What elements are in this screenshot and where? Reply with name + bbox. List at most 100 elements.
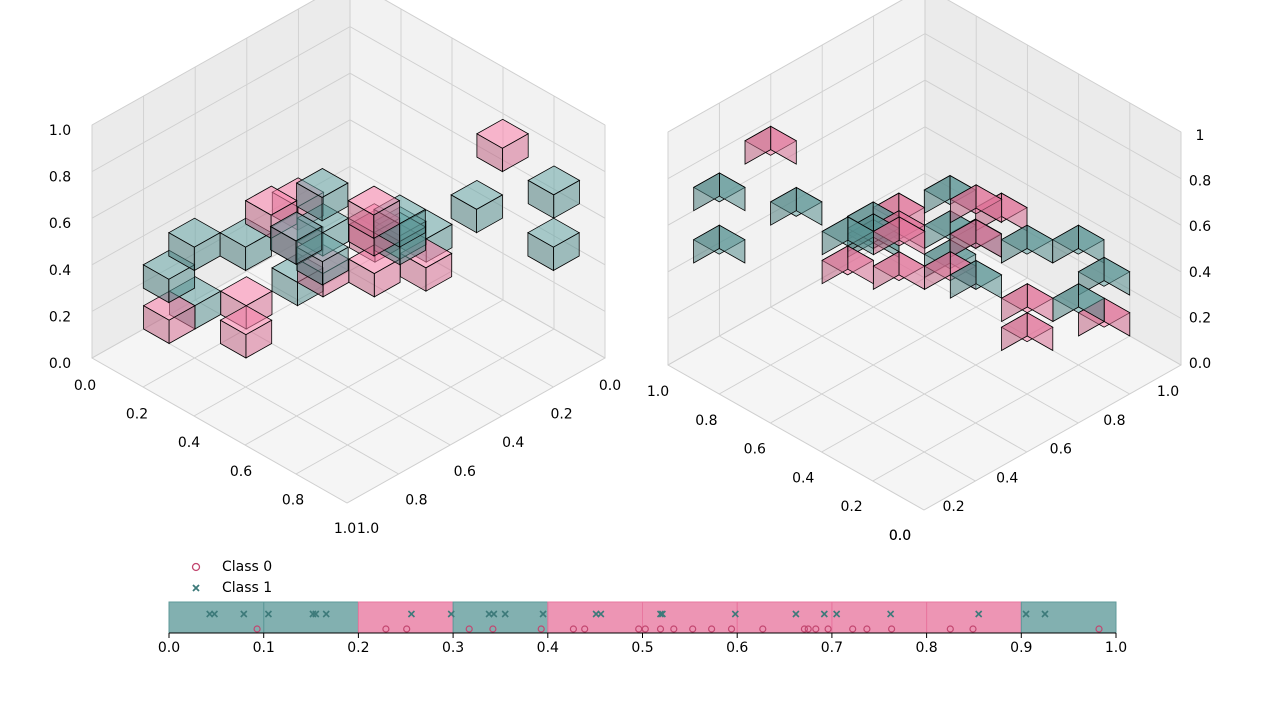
x-tick-label: 0.6	[726, 640, 748, 656]
class0-point	[1095, 625, 1103, 633]
grid-line	[349, 166, 606, 312]
x-tick-label: 0.8	[915, 640, 937, 656]
class0-point	[581, 625, 589, 633]
strip-bin	[357, 601, 454, 634]
voxel-cube	[1077, 256, 1131, 296]
class0-point	[849, 625, 857, 633]
class1-point	[539, 610, 547, 618]
voxel-face	[245, 199, 272, 240]
grid-line	[244, 299, 504, 446]
strip-bin	[452, 601, 549, 634]
class1-point	[501, 610, 509, 618]
voxel-cube	[450, 179, 504, 234]
voxel-face	[1001, 283, 1028, 323]
class1-point	[490, 610, 498, 618]
y-tick-label: 1.0	[357, 521, 379, 537]
grid-line	[770, 277, 1028, 424]
voxel-face	[219, 319, 247, 359]
class0-point	[537, 625, 545, 633]
voxel-face	[143, 305, 170, 345]
x-tick-label: 0.2	[942, 499, 964, 515]
z-tick-label: 0.8	[1189, 174, 1211, 190]
grid-line	[91, 0, 316, 126]
class0-point	[812, 625, 820, 633]
voxel-cube	[949, 218, 1003, 258]
grid-line	[91, 72, 351, 219]
y-tick-label: 0.0	[889, 528, 911, 544]
z-tick-label: 0.2	[49, 309, 71, 325]
z-tick-label: 0.6	[49, 216, 71, 232]
grid-line	[91, 26, 351, 172]
grid-line	[91, 119, 351, 266]
class1-point	[792, 610, 800, 618]
strip-bin	[736, 601, 833, 634]
y-tick-label: 0.6	[744, 442, 766, 458]
grid-line	[349, 26, 606, 172]
voxel-face	[1052, 224, 1079, 264]
y-tick-label: 0.4	[792, 470, 814, 486]
voxel-face	[693, 172, 720, 212]
voxel-cube	[1000, 283, 1054, 323]
class1-point	[656, 610, 665, 618]
class0-point	[403, 625, 411, 633]
x-tick-label: 0.9	[1010, 640, 1032, 656]
z-tick-label: 0.8	[49, 170, 71, 186]
grid-line	[193, 270, 453, 417]
class0-point	[727, 625, 736, 633]
x-tick-label: 0.5	[631, 640, 653, 656]
class0-point	[804, 625, 812, 633]
voxel-cube	[949, 259, 1003, 299]
class0-point	[887, 625, 896, 633]
class0-point	[253, 625, 261, 633]
y-tick-label: 0.8	[405, 492, 427, 508]
y-tick-label: 0.2	[550, 407, 572, 423]
voxel-cube	[744, 125, 798, 165]
class0-point	[689, 625, 697, 633]
class1-point	[407, 610, 415, 618]
x-tick-label: 0.8	[282, 492, 304, 508]
voxel-face	[476, 133, 503, 173]
class1-point	[447, 610, 455, 618]
voxel-cube	[1000, 224, 1054, 264]
y-tick-label: 0.8	[695, 413, 717, 429]
y-tick-label: 1.0	[647, 384, 669, 400]
y-tick-label: 0.2	[840, 499, 862, 515]
voxel-cube	[692, 224, 746, 264]
voxel-cube	[821, 216, 875, 256]
voxel-cube	[692, 172, 746, 212]
z-tick-label: 0.0	[1189, 356, 1211, 372]
grid-line	[667, 33, 926, 179]
grid-line	[667, 0, 903, 133]
grid-line	[924, 126, 1182, 273]
strip-bin	[926, 601, 1022, 634]
class1-point	[309, 610, 317, 618]
voxel-face	[1078, 256, 1105, 296]
x-tick-label: 0.3	[442, 640, 464, 656]
x-tick-label: 0.7	[821, 640, 843, 656]
x-tick-label: 0.2	[347, 640, 369, 656]
class1-point	[264, 610, 273, 618]
grid-line	[667, 173, 926, 319]
voxel-cube	[527, 217, 581, 272]
voxel-face	[949, 259, 977, 299]
class1-point	[731, 610, 739, 618]
class0-point	[656, 625, 665, 633]
x-tick-label: 0.1	[253, 640, 275, 656]
voxel-face	[693, 224, 720, 264]
voxel-face	[450, 194, 478, 234]
grid-line	[947, 0, 1182, 133]
class0-point	[670, 625, 678, 633]
grid-line	[143, 328, 399, 475]
class1-point	[1022, 610, 1030, 618]
strip-bin	[831, 601, 928, 634]
class1-point	[322, 610, 330, 618]
left-3d-plot: 0.0 0.2 0.4 0.6 0.8 1.0 0.0 0.2 0.4 0.6 0.8 1.0 0.0 0…	[49, 0, 621, 537]
class0-point	[465, 625, 473, 633]
class0-point	[641, 625, 649, 633]
class1-point	[975, 610, 983, 618]
x-tick-label: 0.6	[230, 464, 252, 480]
z-tick-label: 0.6	[1189, 219, 1211, 235]
grid-line	[770, 306, 1028, 453]
y-tick-label: 0.4	[502, 435, 524, 451]
z-tick-label: 1	[1196, 128, 1205, 144]
